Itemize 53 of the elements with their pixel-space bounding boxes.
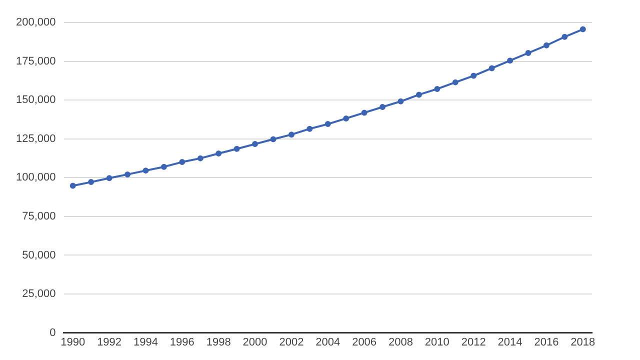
x-tick-label: 2016 [534, 336, 559, 348]
x-tick-label: 2008 [388, 336, 413, 348]
y-tick-label: 125,000 [16, 132, 56, 145]
point [270, 136, 276, 142]
point [160, 164, 167, 170]
x-tick-label: 1992 [97, 336, 122, 348]
point [197, 155, 204, 162]
point [70, 182, 76, 189]
point [306, 126, 313, 132]
point [488, 65, 495, 72]
point [416, 92, 422, 98]
x-tick-label: 2004 [316, 336, 340, 348]
y-tick-label: 100,000 [16, 172, 56, 184]
y-tick-label: 200,000 [16, 16, 56, 29]
y-tick-label: 50,000 [22, 249, 56, 262]
point [361, 110, 368, 116]
point [252, 141, 258, 148]
x-tick-label: 1990 [60, 336, 86, 348]
point [434, 86, 440, 92]
point [543, 42, 550, 48]
y-tick-label: 150,000 [16, 94, 56, 106]
x-tick-label: 2002 [279, 336, 304, 348]
x-tick-label: 1998 [206, 336, 231, 348]
point [580, 26, 586, 32]
point [106, 175, 112, 182]
point [124, 171, 131, 178]
x-tick-label: 2014 [498, 336, 522, 348]
point [343, 115, 350, 122]
point [234, 146, 240, 152]
x-tick-label: 2006 [352, 336, 377, 348]
point [398, 98, 404, 104]
point [142, 168, 149, 174]
y-tick-label: 75,000 [22, 210, 56, 223]
x-tick-label: 1996 [170, 336, 194, 348]
point [324, 121, 331, 128]
point [88, 179, 94, 186]
y-tick-label: 25,000 [22, 288, 56, 300]
x-tick-label: 2012 [461, 336, 486, 348]
point [216, 150, 222, 157]
x-tick-label: 2010 [424, 336, 450, 348]
point [507, 58, 514, 64]
x-tick-label: 1994 [133, 336, 158, 348]
y-tick-label: 175,000 [16, 55, 56, 68]
point [380, 104, 386, 110]
point [179, 159, 186, 166]
point [452, 79, 458, 86]
y-tick-label: 0 [50, 326, 56, 339]
point [562, 34, 568, 40]
point [470, 72, 477, 79]
x-tick-label: 2018 [570, 336, 596, 348]
point [288, 132, 294, 138]
point [525, 50, 532, 56]
x-tick-label: 2000 [242, 336, 268, 348]
